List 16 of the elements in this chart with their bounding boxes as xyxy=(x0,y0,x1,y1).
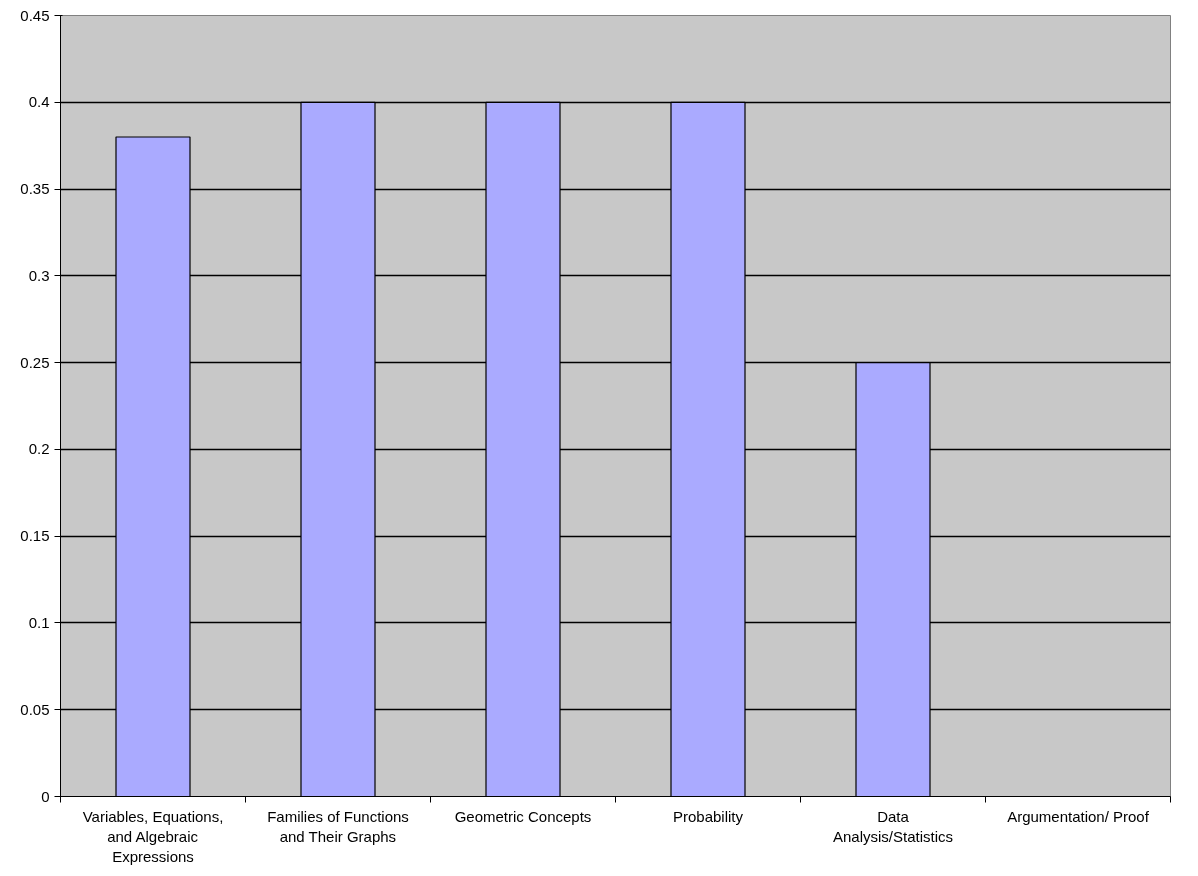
y-tick-label: 0.45 xyxy=(20,6,50,24)
y-tick-label: 0 xyxy=(41,787,50,805)
x-tick-label: Geometric Concepts xyxy=(454,807,592,825)
x-tick-label: Argumentation/ Proof xyxy=(1007,807,1150,825)
y-tick-label: 0.2 xyxy=(28,440,50,458)
y-tick-label: 0.15 xyxy=(20,527,50,545)
y-tick-label: 0.1 xyxy=(28,613,50,631)
y-tick-label: 0.25 xyxy=(20,353,50,371)
x-tick-label: Data Analysis/Statistics xyxy=(832,807,954,845)
y-tick-label: 0.05 xyxy=(20,700,50,718)
x-tick-label: Variables, Equations, and Algebraic Expressions xyxy=(82,807,224,866)
y-tick-label: 0.4 xyxy=(28,93,50,111)
x-tick-label: Families of Functions and Their Graphs xyxy=(267,807,409,845)
y-tick-label: 0.3 xyxy=(28,266,50,284)
y-tick-label: 0.35 xyxy=(20,180,50,198)
x-tick-label: Probability xyxy=(672,807,744,825)
